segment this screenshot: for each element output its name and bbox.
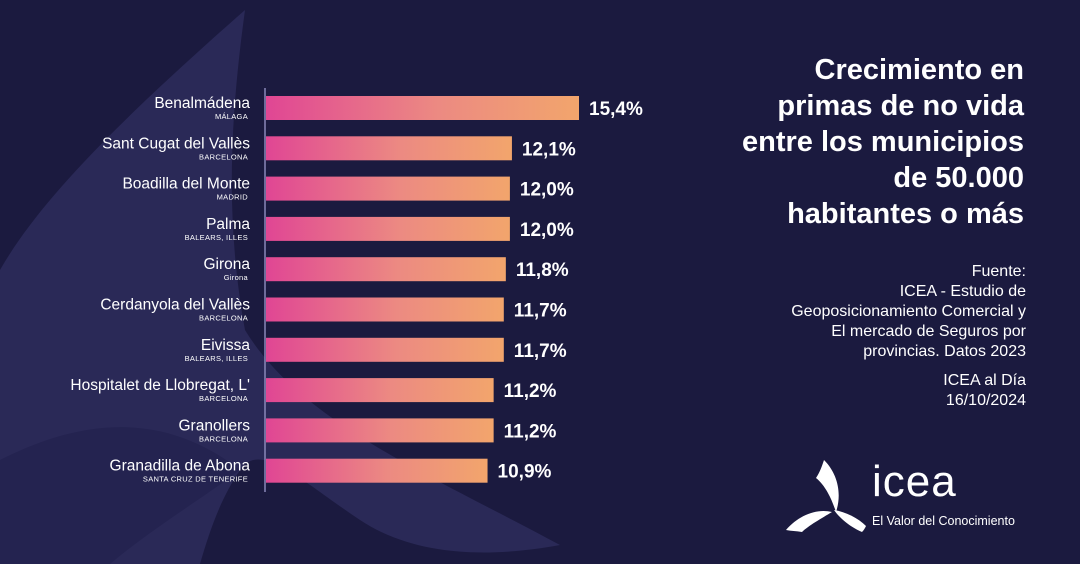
bar-value-label: 11,2% bbox=[504, 421, 557, 442]
chart-title-line: entre los municipios bbox=[742, 126, 1024, 158]
category-province-label: BARCELONA bbox=[199, 434, 248, 443]
category-province-label: MADRID bbox=[217, 193, 249, 202]
chart-title-line: habitantes o más bbox=[787, 198, 1024, 230]
chart-title-line: de 50.000 bbox=[893, 162, 1024, 194]
bar-value-label: 10,9% bbox=[498, 462, 552, 483]
bar-value-label: 15,4% bbox=[589, 99, 643, 120]
category-label: Eivissa bbox=[201, 337, 250, 354]
bar bbox=[266, 458, 488, 483]
category-label: Benalmádena bbox=[154, 95, 250, 112]
chart-title-line: Crecimiento en bbox=[814, 54, 1025, 86]
publication-date: 16/10/2024 bbox=[945, 392, 1026, 409]
publication-name: ICEA al Día bbox=[943, 372, 1026, 389]
bar-value-label: 12,0% bbox=[520, 220, 574, 241]
bar bbox=[266, 418, 494, 443]
category-label: Granadilla de Abona bbox=[110, 458, 251, 475]
category-label: Cerdanyola del Vallès bbox=[100, 297, 250, 314]
chart-title-line: primas de no vida bbox=[777, 90, 1024, 122]
bar bbox=[266, 378, 494, 403]
bar bbox=[266, 297, 504, 322]
logo-wordmark: icea bbox=[872, 457, 957, 506]
source-line: El mercado de Seguros por bbox=[831, 323, 1026, 340]
category-label: Sant Cugat del Vallès bbox=[102, 135, 250, 152]
source-block: Fuente: ICEA - Estudio de Geoposicionamien… bbox=[696, 262, 1026, 411]
source-line: Geoposicionamiento Comercial y bbox=[791, 303, 1026, 320]
category-province-label: Girona bbox=[224, 273, 249, 282]
category-province-label: SANTA CRUZ DE TENERIFE bbox=[143, 475, 248, 484]
chart-title: Crecimiento en primas de no vida entre los… bbox=[664, 52, 1024, 232]
category-province-label: BALEARS, ILLES bbox=[185, 354, 248, 363]
bar bbox=[266, 136, 512, 161]
bar-value-label: 11,7% bbox=[514, 341, 567, 362]
bar bbox=[266, 337, 504, 362]
category-province-label: BARCELONA bbox=[199, 394, 248, 403]
bar-value-label: 12,1% bbox=[522, 139, 576, 160]
category-label: Girona bbox=[203, 256, 250, 273]
category-label: Granollers bbox=[179, 417, 251, 434]
category-label: Hospitalet de Llobregat, L' bbox=[70, 377, 250, 394]
bar bbox=[266, 176, 510, 201]
bar-value-label: 11,8% bbox=[516, 260, 569, 281]
logo-tagline: El Valor del Conocimiento bbox=[872, 514, 1015, 528]
bar bbox=[266, 96, 579, 120]
bar bbox=[266, 257, 506, 282]
bar-value-label: 11,2% bbox=[504, 381, 557, 402]
category-province-label: BALEARS, ILLES bbox=[185, 233, 248, 242]
category-province-label: MÁLAGA bbox=[215, 112, 248, 121]
category-province-label: BARCELONA bbox=[199, 152, 248, 161]
category-province-label: BARCELONA bbox=[199, 314, 248, 323]
bar bbox=[266, 216, 510, 241]
source-line: ICEA - Estudio de bbox=[899, 283, 1026, 300]
source-line: Fuente: bbox=[971, 263, 1026, 280]
category-label: Palma bbox=[206, 216, 250, 233]
bar-value-label: 12,0% bbox=[520, 180, 574, 201]
icea-logo-mark-icon bbox=[786, 460, 866, 532]
icea-logo: icea El Valor del Conocimiento bbox=[786, 456, 1036, 536]
bar-value-label: 11,7% bbox=[514, 301, 567, 322]
category-label: Boadilla del Monte bbox=[122, 176, 250, 193]
source-line: provincias. Datos 2023 bbox=[863, 343, 1026, 360]
